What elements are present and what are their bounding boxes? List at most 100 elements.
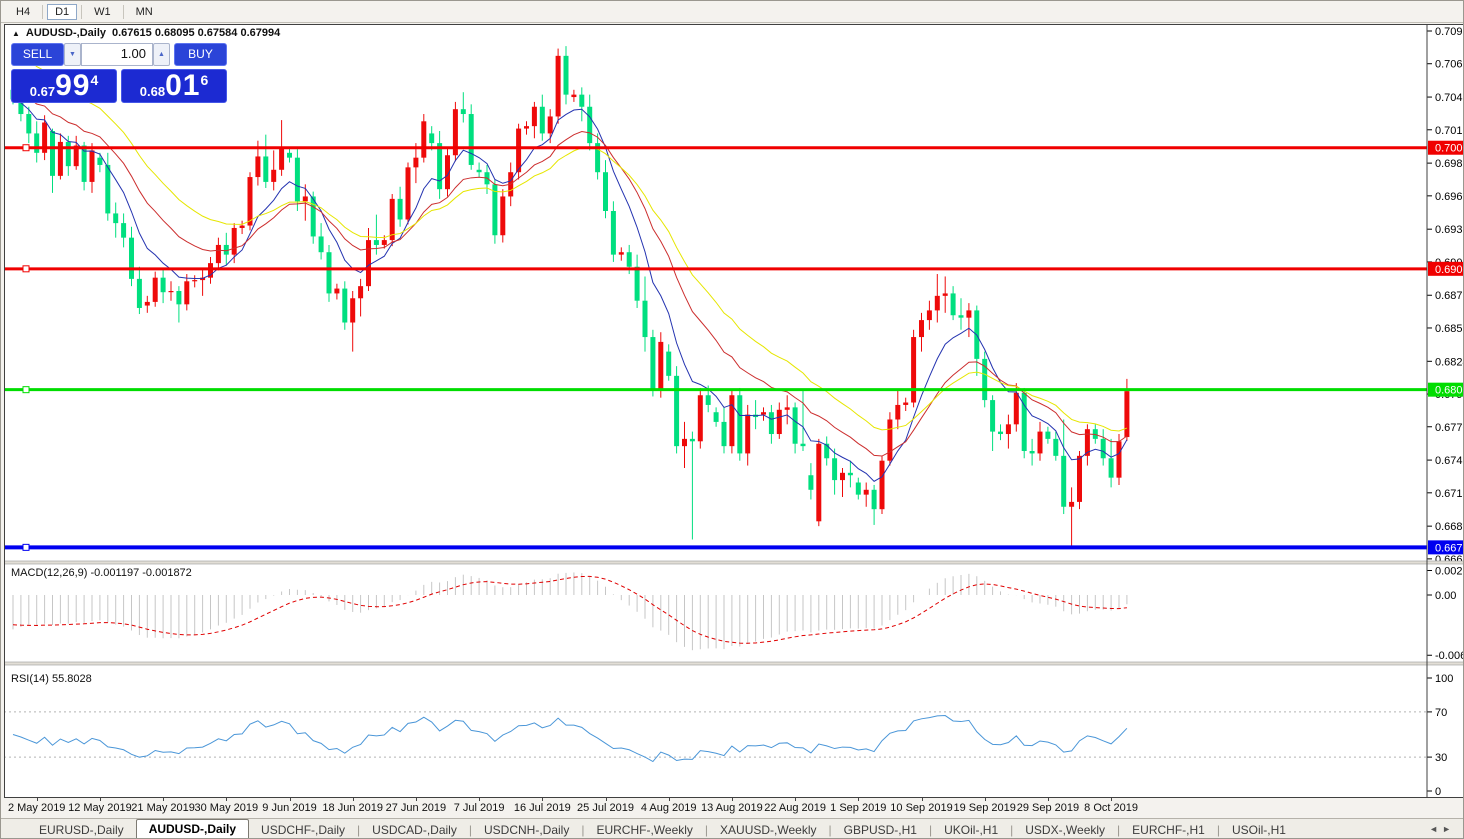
tab-scroll-arrows[interactable]: ◄► [1429,824,1455,834]
tab-xauusd-weekly[interactable]: XAUUSD-,Weekly [720,823,817,837]
tab-usdcnh-daily[interactable]: USDCNH-,Daily [483,823,570,837]
toolbar-separator [81,4,83,19]
hline-anchor-handle [22,265,30,273]
tab-eurchf-weekly[interactable]: EURCHF-,Weekly [596,823,693,837]
date-tick [99,798,101,801]
candle-body [950,293,956,316]
candle-body [531,106,537,127]
macd-signal-line [12,575,1127,644]
chart-tab-bar: EURUSD-,Daily AUDUSD-,Daily USDCHF-,Daily |… [1,818,1463,838]
candle-body [768,412,774,435]
buy-price-pip: 6 [200,72,209,88]
candle-body [389,198,395,241]
hline-price-label: 0.68006 [1435,385,1464,397]
candle-body [674,375,680,447]
timeframe-button-w1[interactable]: W1 [86,4,119,20]
candle-body [887,419,893,461]
tab-separator: | [357,823,361,837]
tab-usdcad-daily[interactable]: USDCAD-,Daily [372,823,457,837]
candle-body [215,244,221,264]
moving-average-ma-fast [12,99,1128,482]
tab-scroll-left-icon[interactable]: ◄ [1429,824,1443,834]
price-tick-label: 0.68785 [1435,290,1464,302]
timeframe-button-h4[interactable]: H4 [8,4,38,20]
chart-area[interactable]: 0.70965 0.70695 0.70420 0.70150 0.69875 0.696… [4,24,1464,798]
candle-body [1116,441,1122,478]
candle-body [373,240,379,245]
candle-body [208,263,213,278]
candle-body [563,55,569,95]
candle-body [1084,429,1090,456]
collapse-panel-icon[interactable]: ▲ [12,28,20,38]
candle-body [73,145,79,167]
candle-body [539,106,545,134]
buy-button[interactable]: BUY [174,43,227,66]
candle-body [832,458,838,481]
volume-decrease-button[interactable]: ▼ [64,43,81,66]
candle-body [911,337,917,403]
hline-anchor-handle [22,386,30,394]
candle-body [547,116,553,134]
date-tick-label: 9 Jun 2019 [262,802,317,814]
tab-scroll-right-icon[interactable]: ► [1442,824,1455,834]
candle-body [381,240,387,245]
price-tick-label: 0.68515 [1435,323,1464,335]
sell-price-box[interactable]: 0.67 99 4 [11,69,117,103]
candle-body [421,121,427,158]
timeframe-button-d1[interactable]: D1 [47,3,78,20]
candle-body [239,225,245,228]
date-tick [1047,798,1049,801]
tab-gbpusd-h1[interactable]: GBPUSD-,H1 [843,823,917,837]
tab-separator: | [1216,823,1220,837]
pane-divider [4,560,1463,565]
volume-increase-button[interactable]: ▲ [153,43,170,66]
hline-price-label: 0.66705 [1435,542,1464,554]
rsi-indicator-label: RSI(14) 55.8028 [11,673,92,685]
sell-button[interactable]: SELL [11,43,64,66]
candle-body [863,489,869,495]
candle-body [136,278,142,308]
tab-audusd-daily[interactable]: AUDUSD-,Daily [135,819,250,838]
candle-body [524,126,529,129]
buy-price-box[interactable]: 0.68 01 6 [121,69,227,103]
tab-ukoil-h1[interactable]: UKOil-,H1 [944,823,999,837]
tab-usdx-weekly[interactable]: USDX-,Weekly [1025,823,1106,837]
candle-body [231,227,237,255]
candle-body [705,395,711,405]
candle-body [160,277,166,293]
candle-body [34,133,40,153]
candle-body [958,315,964,318]
candle-body [97,157,103,165]
timeframe-button-mn[interactable]: MN [128,4,161,20]
tab-separator: | [1010,823,1014,837]
macd-tick-label: 0.00 [1435,590,1456,602]
price-tick-label: 0.69330 [1435,224,1464,236]
candle-body [966,310,972,318]
tab-eurusd-daily[interactable]: EURUSD-,Daily [39,823,124,837]
candle-body [903,402,909,405]
candle-body [168,290,174,293]
macd-tick-label: 0.002574 [1435,565,1464,577]
hline-price-label-bg [1428,261,1463,276]
date-tick [352,798,354,801]
date-tick-label: 19 Sep 2019 [953,802,1016,814]
candle-body [1029,450,1035,454]
chart-symbol-label: AUDUSD-,Daily [25,27,106,39]
candle-body [800,443,806,447]
candle-body [452,109,458,156]
volume-input[interactable]: 1.00 [81,43,153,66]
price-chart-svg[interactable]: 0.70965 0.70695 0.70420 0.70150 0.69875 0.696… [4,24,1464,798]
candle-body [721,421,727,447]
candle-body [1045,431,1051,439]
tab-usdchf-daily[interactable]: USDCHF-,Daily [261,823,346,837]
candle-body [792,407,798,444]
sell-price-pip: 4 [90,72,99,88]
candle-body [926,310,932,321]
price-tick-label: 0.70695 [1435,59,1464,71]
candle-body [445,155,450,190]
tab-usoil-h1[interactable]: USOil-,H1 [1231,823,1286,837]
hline-price-label: 0.69003 [1435,264,1464,276]
tab-eurchf-h1[interactable]: EURCHF-,H1 [1132,823,1205,837]
date-axis[interactable]: 2 May 2019 12 May 2019 21 May 2019 30 May 2… [4,798,1463,818]
date-tick [542,798,544,801]
